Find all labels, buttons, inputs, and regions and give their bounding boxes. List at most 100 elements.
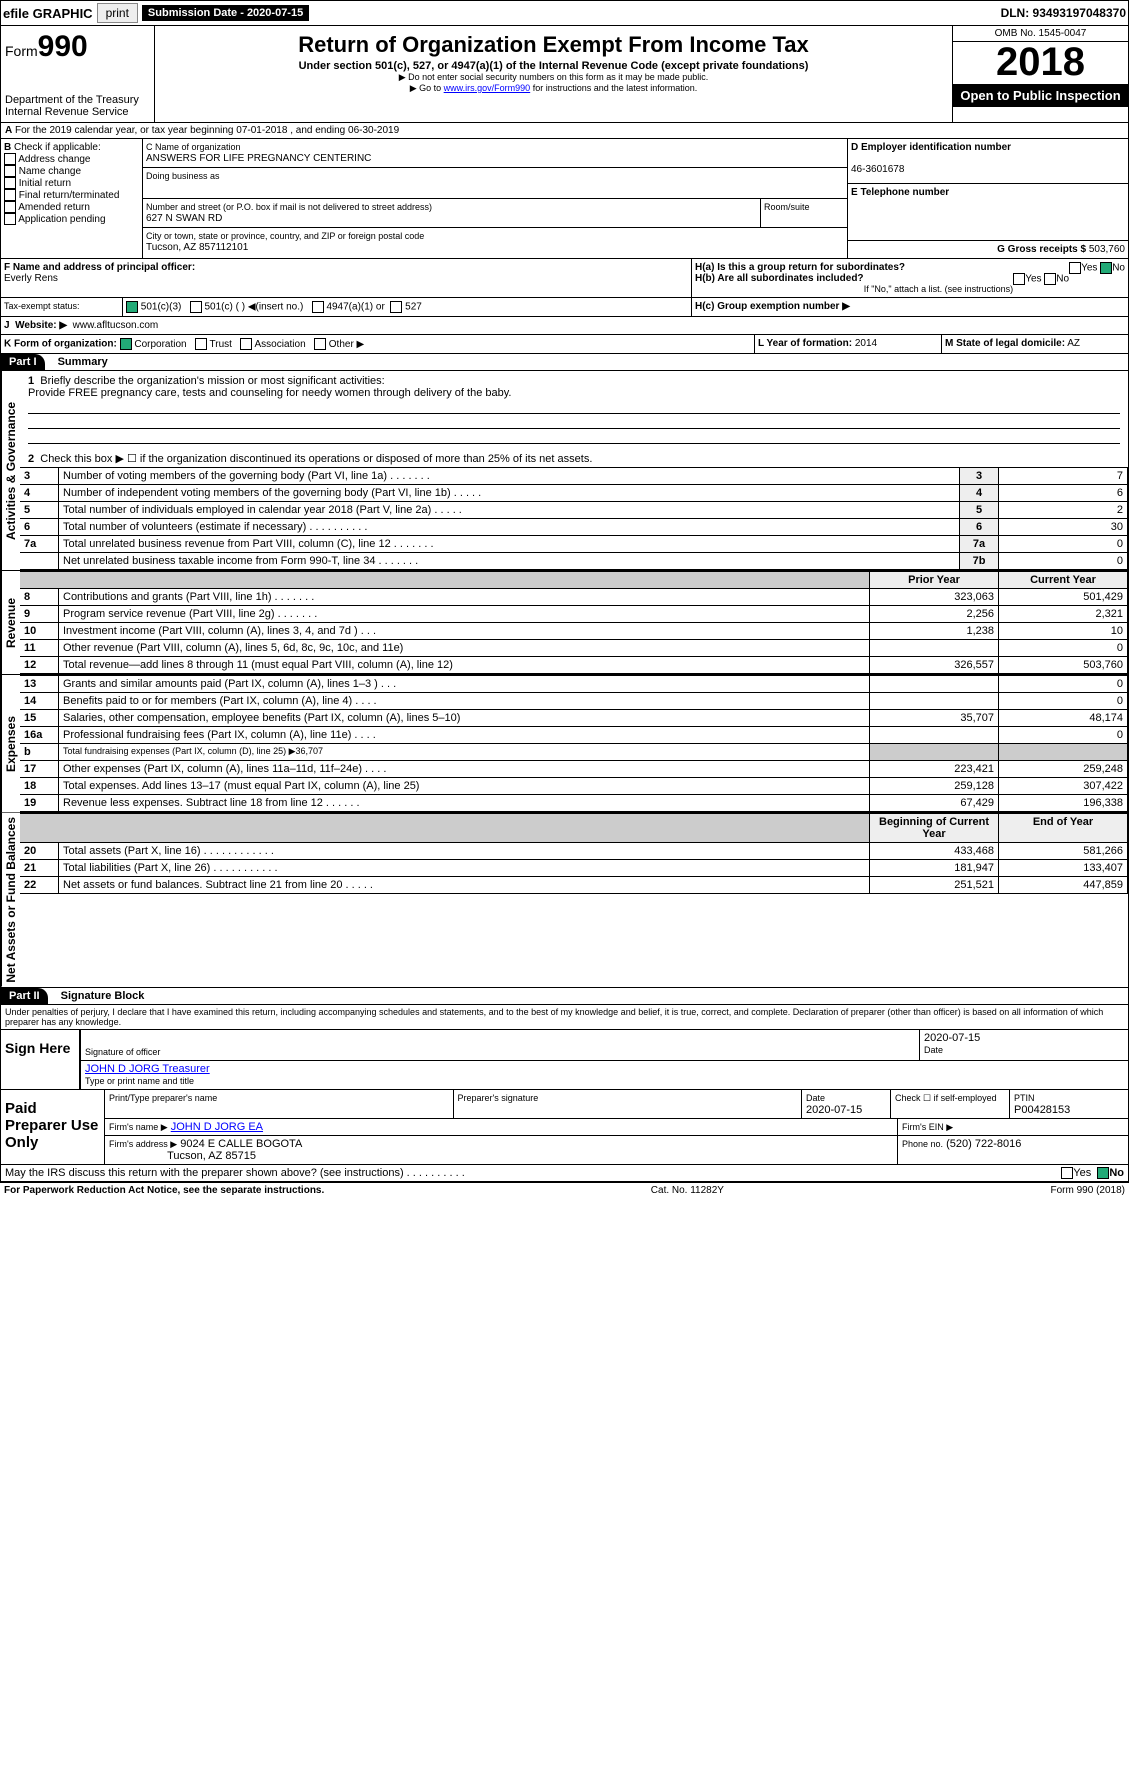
- website-row: J Website: ▶ www.afltucson.com: [0, 317, 1129, 335]
- part1-subtitle: Summary: [48, 356, 108, 368]
- revenue-section: Revenue Prior YearCurrent Year8Contribut…: [0, 571, 1129, 675]
- self-employed-check: Check ☐ if self-employed: [895, 1093, 997, 1103]
- hc-label: H(c) Group exemption number ▶: [695, 301, 850, 312]
- city-state-zip: Tucson, AZ 857112101: [146, 242, 248, 253]
- officer-typed-name[interactable]: JOHN D JORG Treasurer: [85, 1063, 210, 1075]
- boxk-checkbox[interactable]: [314, 338, 326, 350]
- opt-527: 527: [405, 302, 422, 313]
- boxb-checkbox[interactable]: [4, 177, 16, 189]
- year-formation-label: L Year of formation:: [758, 338, 852, 349]
- boxb-checkbox[interactable]: [4, 213, 16, 225]
- gross-receipts-label: G Gross receipts $: [997, 244, 1086, 255]
- domicile: AZ: [1067, 338, 1080, 349]
- boxk-checkbox[interactable]: [120, 338, 132, 350]
- firm-phone: (520) 722-8016: [946, 1138, 1021, 1150]
- form-label: Form: [5, 43, 38, 59]
- firm-ein-label: Firm's EIN ▶: [902, 1122, 953, 1132]
- 527-checkbox[interactable]: [390, 301, 402, 313]
- ha-label: H(a) Is this a group return for subordin…: [695, 262, 905, 273]
- ptin-label: PTIN: [1014, 1093, 1035, 1103]
- part1-title: Part I: [1, 354, 45, 370]
- prep-sig-label: Preparer's signature: [458, 1093, 539, 1103]
- yes-label: Yes: [1025, 274, 1041, 285]
- no-label: No: [1109, 1167, 1124, 1179]
- prep-date: 2020-07-15: [806, 1104, 862, 1116]
- paid-preparer-label: Paid Preparer Use Only: [1, 1090, 104, 1164]
- discuss-no-checkbox[interactable]: [1097, 1167, 1109, 1179]
- governance-section: Activities & Governance 1 Briefly descri…: [0, 371, 1129, 571]
- no-label: No: [1056, 274, 1069, 285]
- 4947-checkbox[interactable]: [312, 301, 324, 313]
- website-url: www.afltucson.com: [73, 320, 159, 331]
- tax-status-row: Tax-exempt status: 501(c)(3) 501(c) ( ) …: [0, 298, 1129, 317]
- no-label: No: [1112, 263, 1125, 274]
- discuss-yes-checkbox[interactable]: [1061, 1167, 1073, 1179]
- boxb-checkbox[interactable]: [4, 165, 16, 177]
- form-ref: Form 990 (2018): [1051, 1185, 1125, 1196]
- side-governance: Activities & Governance: [1, 371, 20, 570]
- print-button[interactable]: print: [97, 3, 138, 23]
- boxb-checkbox[interactable]: [4, 153, 16, 165]
- officer-name: Everly Rens: [4, 273, 58, 284]
- form-org-label: K Form of organization:: [4, 339, 117, 350]
- footer: For Paperwork Reduction Act Notice, see …: [0, 1182, 1129, 1198]
- city-label: City or town, state or province, country…: [146, 231, 424, 241]
- form-header: Form990 Department of the Treasury Inter…: [0, 26, 1129, 123]
- domicile-label: M State of legal domicile:: [945, 338, 1065, 349]
- phone-label: E Telephone number: [851, 187, 949, 198]
- side-expenses: Expenses: [1, 675, 20, 812]
- top-bar: efile GRAPHIC print Submission Date - 20…: [0, 0, 1129, 26]
- org-name-label: C Name of organization: [146, 142, 241, 152]
- l2-text: Check this box ▶ ☐ if the organization d…: [40, 453, 592, 465]
- perjury-statement: Under penalties of perjury, I declare th…: [0, 1005, 1129, 1030]
- tax-year-range: For the 2019 calendar year, or tax year …: [15, 125, 399, 136]
- hb-yes-checkbox[interactable]: [1013, 273, 1025, 285]
- tax-year: 2018: [953, 42, 1128, 82]
- netassets-section: Net Assets or Fund Balances Beginning of…: [0, 813, 1129, 988]
- org-name: ANSWERS FOR LIFE PREGNANCY CENTERINC: [146, 153, 371, 164]
- irs-link[interactable]: www.irs.gov/Form990: [444, 83, 531, 93]
- check-applicable-label: Check if applicable:: [14, 142, 101, 153]
- yes-label: Yes: [1081, 263, 1097, 274]
- firm-address: 9024 E CALLE BOGOTA: [180, 1138, 302, 1150]
- yes-label: Yes: [1073, 1167, 1091, 1179]
- 501c3-checkbox[interactable]: [126, 301, 138, 313]
- ein-label: D Employer identification number: [851, 142, 1011, 153]
- cat-no: Cat. No. 11282Y: [651, 1185, 724, 1196]
- firm-addr-label: Firm's address ▶: [109, 1139, 177, 1149]
- paid-preparer-section: Paid Preparer Use Only Print/Type prepar…: [0, 1090, 1129, 1165]
- boxk-checkbox[interactable]: [240, 338, 252, 350]
- dba-label: Doing business as: [146, 171, 220, 181]
- 501c-checkbox[interactable]: [190, 301, 202, 313]
- officer-label: F Name and address of principal officer:: [4, 262, 195, 273]
- side-revenue: Revenue: [1, 571, 20, 674]
- dln: DLN: 93493197048370: [1001, 6, 1126, 20]
- boxb-checkbox[interactable]: [4, 189, 16, 201]
- paperwork-notice: For Paperwork Reduction Act Notice, see …: [4, 1185, 324, 1196]
- boxk-checkbox[interactable]: [195, 338, 207, 350]
- officer-group-info: F Name and address of principal officer:…: [0, 259, 1129, 298]
- department: Department of the Treasury Internal Reve…: [5, 94, 150, 118]
- hb-no-checkbox[interactable]: [1044, 273, 1056, 285]
- boxb-checkbox[interactable]: [4, 201, 16, 213]
- firm-city: Tucson, AZ 85715: [167, 1150, 256, 1162]
- hb-label: H(b) Are all subordinates included?: [695, 273, 864, 284]
- part2-title: Part II: [1, 988, 48, 1004]
- discuss-row: May the IRS discuss this return with the…: [0, 1165, 1129, 1182]
- goto-pre: Go to: [419, 83, 444, 93]
- street-address: 627 N SWAN RD: [146, 213, 222, 224]
- ha-yes-checkbox[interactable]: [1069, 262, 1081, 274]
- firm-name[interactable]: JOHN D JORG EA: [171, 1121, 263, 1133]
- part1-header: Part I Summary: [0, 354, 1129, 371]
- prep-name-label: Print/Type preparer's name: [109, 1093, 217, 1103]
- discuss-text: May the IRS discuss this return with the…: [5, 1167, 465, 1179]
- website-label: Website: ▶: [15, 320, 67, 331]
- firm-name-label: Firm's name ▶: [109, 1122, 168, 1132]
- opt-4947: 4947(a)(1) or: [326, 302, 384, 313]
- ha-no-checkbox[interactable]: [1100, 262, 1112, 274]
- open-public: Open to Public Inspection: [953, 84, 1128, 107]
- taxexempt-label: Tax-exempt status:: [4, 301, 80, 311]
- l1-label: Briefly describe the organization's miss…: [40, 375, 384, 387]
- form-subtitle: Under section 501(c), 527, or 4947(a)(1)…: [159, 60, 948, 72]
- expenses-section: Expenses 13Grants and similar amounts pa…: [0, 675, 1129, 813]
